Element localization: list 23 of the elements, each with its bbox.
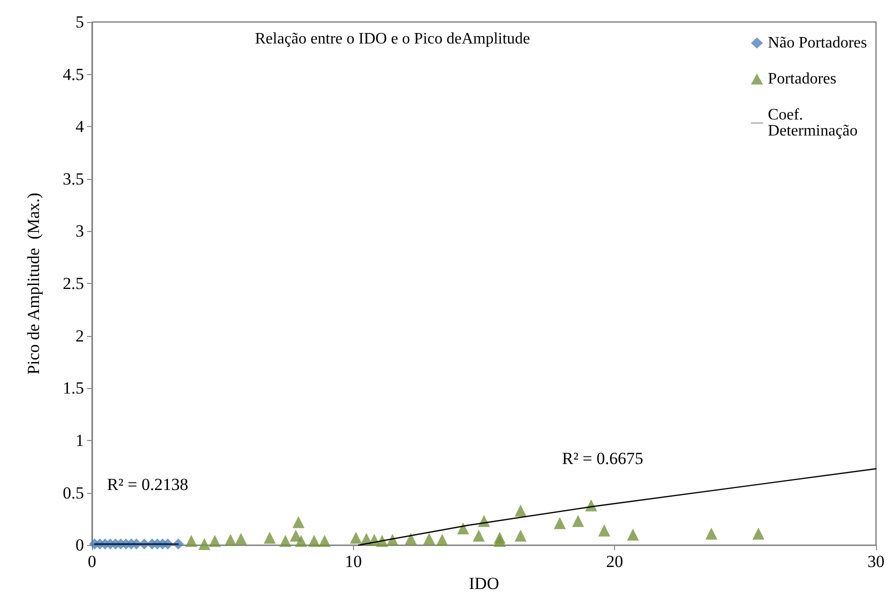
y-tick-label: 4.5 [62, 64, 84, 84]
y-tick-label: 3 [76, 222, 84, 241]
legend-label: Portadores [768, 70, 836, 88]
text: Relação entre o IDO e o Pico deAmplitude [255, 30, 530, 48]
y-tick-label: 2.5 [62, 274, 84, 294]
y-tick-label: 3.5 [62, 169, 84, 188]
y-tick-label: 0.5 [62, 483, 84, 502]
y-tick-label: 2 [76, 326, 84, 346]
y-axis-title: Pico de Amplitude (Max.) [24, 192, 43, 374]
x-tick-label: 10 [344, 552, 362, 572]
legend-label: Não Portadores [768, 34, 868, 52]
y-tick-label: 5 [76, 12, 84, 32]
x-tick-label: 20 [606, 552, 624, 572]
annotation: R² = 0.6675 [562, 449, 644, 468]
y-tick-label: 4 [76, 117, 84, 136]
annotation: R² = 0.2138 [107, 475, 188, 494]
legend-label: Coef. Determinação [768, 106, 858, 140]
x-tick-label: 0 [88, 552, 96, 572]
y-tick-label: 0 [76, 536, 84, 555]
y-tick-label: 1 [76, 430, 84, 450]
y-tick-label: 1.5 [62, 378, 84, 398]
x-axis-title: IDO [468, 574, 500, 593]
x-tick-label: 30 [868, 552, 884, 572]
